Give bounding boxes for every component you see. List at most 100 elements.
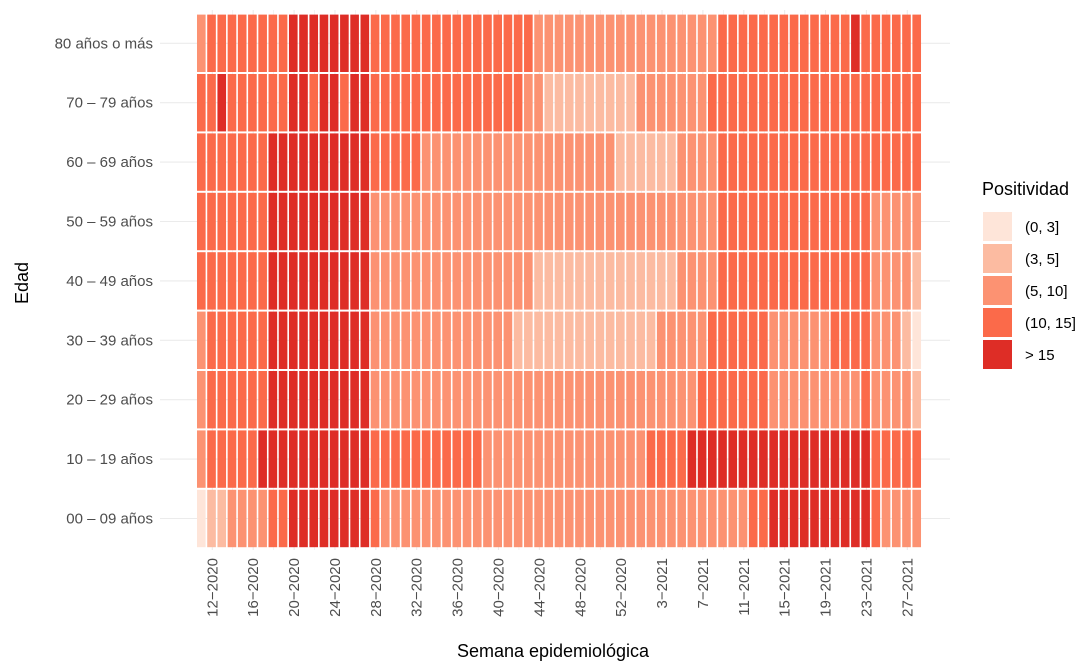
heatmap-cell xyxy=(646,133,656,191)
heatmap-cell xyxy=(626,489,635,548)
heatmap-cell xyxy=(575,489,584,548)
heatmap-cell xyxy=(799,489,809,548)
heatmap-cell xyxy=(350,192,359,251)
heatmap-cell xyxy=(677,74,686,132)
heatmap-cell xyxy=(748,14,758,73)
heatmap-cell xyxy=(432,371,441,429)
heatmap-cell xyxy=(697,192,707,251)
heatmap-cell xyxy=(575,252,584,310)
heatmap-cell xyxy=(524,489,533,548)
heatmap-cell xyxy=(636,74,646,132)
heatmap-cell xyxy=(442,371,451,429)
heatmap-cell xyxy=(851,371,860,429)
heatmap-cell xyxy=(667,430,676,488)
heatmap-cell xyxy=(718,489,727,548)
heatmap-cell xyxy=(697,14,707,73)
heatmap-cell xyxy=(748,311,758,369)
heatmap-cell xyxy=(616,14,625,73)
heatmap-cell xyxy=(360,252,370,310)
heatmap-cell xyxy=(605,371,615,429)
heatmap-cell xyxy=(207,133,216,191)
heatmap-cell xyxy=(881,14,891,73)
heatmap-cell xyxy=(564,311,574,369)
heatmap-cell xyxy=(227,192,237,251)
heatmap-cell xyxy=(442,311,451,369)
heatmap-cell xyxy=(840,252,850,310)
heatmap-cell xyxy=(268,14,278,73)
heatmap-cell xyxy=(564,430,574,488)
y-tick-label: 70 – 79 años xyxy=(66,95,153,112)
heatmap-cell xyxy=(268,311,278,369)
heatmap-cell xyxy=(810,252,819,310)
heatmap-cell xyxy=(667,14,676,73)
heatmap-cell xyxy=(575,371,584,429)
heatmap-cell xyxy=(861,430,870,488)
heatmap-cell xyxy=(626,252,635,310)
heatmap-cell xyxy=(667,252,676,310)
heatmap-cell xyxy=(564,192,574,251)
legend-label: (5, 10] xyxy=(1025,283,1068,300)
heatmap-cell xyxy=(268,74,278,132)
heatmap-cell xyxy=(380,489,390,548)
heatmap-cell xyxy=(871,252,881,310)
heatmap-cell xyxy=(452,14,462,73)
heatmap-cell xyxy=(319,252,329,310)
heatmap-cell xyxy=(421,430,431,488)
heatmap-cell xyxy=(483,14,492,73)
heatmap-cell xyxy=(769,371,778,429)
heatmap-cell xyxy=(861,252,870,310)
heatmap-cell xyxy=(472,371,482,429)
heatmap-cell xyxy=(452,311,462,369)
heatmap-cell xyxy=(227,371,237,429)
heatmap-cell xyxy=(442,489,451,548)
heatmap-cell xyxy=(227,430,237,488)
heatmap-cell xyxy=(319,371,329,429)
heatmap-cell xyxy=(902,14,911,73)
heatmap-cell xyxy=(380,252,390,310)
heatmap-cell xyxy=(411,489,421,548)
heatmap-cell xyxy=(309,192,319,251)
heatmap-cell xyxy=(534,74,543,132)
heatmap-cell xyxy=(513,192,523,251)
heatmap-cell xyxy=(319,14,329,73)
heatmap-cell xyxy=(248,311,257,369)
heatmap-cell xyxy=(748,133,758,191)
legend-title: Positividad xyxy=(982,179,1069,199)
heatmap-cell xyxy=(278,133,288,191)
heatmap-cell xyxy=(605,133,615,191)
heatmap-cell xyxy=(401,14,411,73)
heatmap-cell xyxy=(840,371,850,429)
heatmap-cell xyxy=(585,430,594,488)
heatmap-cell xyxy=(217,74,227,132)
heatmap-cell xyxy=(380,14,390,73)
heatmap-cell xyxy=(237,252,247,310)
heatmap-cell xyxy=(871,430,881,488)
heatmap-cell xyxy=(340,252,349,310)
heatmap-cell xyxy=(738,133,748,191)
heatmap-cell xyxy=(636,489,646,548)
heatmap-cell xyxy=(442,133,451,191)
heatmap-cell xyxy=(810,311,819,369)
heatmap-cell xyxy=(851,133,860,191)
heatmap-cell xyxy=(258,192,267,251)
heatmap-cell xyxy=(248,489,257,548)
heatmap-cell xyxy=(605,489,615,548)
heatmap-cell xyxy=(421,371,431,429)
heatmap-cell xyxy=(513,489,523,548)
heatmap-cell xyxy=(350,252,359,310)
heatmap-cell xyxy=(759,74,768,132)
heatmap-cell xyxy=(595,311,605,369)
heatmap-cell xyxy=(646,192,656,251)
heatmap-cell xyxy=(881,74,891,132)
heatmap-cell xyxy=(605,14,615,73)
heatmap-cell xyxy=(432,133,441,191)
heatmap-cell xyxy=(360,133,370,191)
heatmap-cell xyxy=(483,133,492,191)
heatmap-cell xyxy=(472,311,482,369)
heatmap-cell xyxy=(524,430,533,488)
heatmap-cell xyxy=(217,489,227,548)
heatmap-cell xyxy=(197,311,206,369)
heatmap-cell xyxy=(789,252,799,310)
heatmap-cell xyxy=(513,14,523,73)
heatmap-cell xyxy=(258,14,267,73)
